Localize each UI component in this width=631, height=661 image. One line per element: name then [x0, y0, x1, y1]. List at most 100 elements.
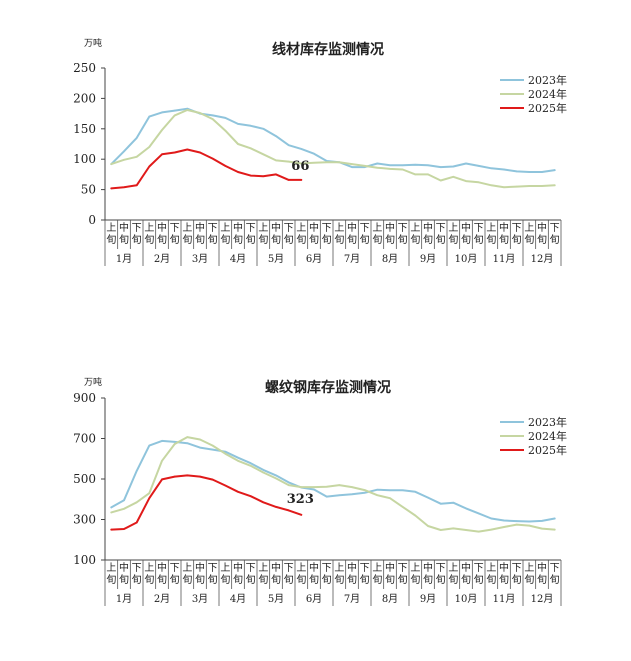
legend-label: 2024年 [528, 87, 567, 101]
data-point [148, 165, 151, 168]
x-sub-label: 上旬 [334, 222, 344, 246]
data-point [224, 129, 227, 132]
data-point [135, 156, 138, 158]
data-point [161, 440, 163, 442]
x-sub-label: 中旬 [499, 561, 509, 586]
data-point [148, 492, 151, 495]
data-point [313, 152, 315, 155]
data-point [300, 514, 303, 516]
x-sub-label: 下旬 [512, 563, 522, 586]
data-point [553, 184, 556, 187]
data-point [148, 146, 151, 148]
x-sub-label: 下旬 [550, 563, 560, 586]
chart-title: 线材库存监测情况 [272, 41, 384, 58]
data-point [465, 162, 467, 165]
data-point [452, 501, 455, 504]
x-month-label: 7月 [344, 593, 360, 605]
data-point [186, 474, 189, 477]
data-point [123, 159, 125, 161]
data-point [300, 486, 303, 488]
chart-2: 螺纹钢库存监测情况万吨100300500700900上旬中旬下旬上旬中旬下旬上旬… [73, 376, 567, 606]
data-point [173, 151, 176, 154]
data-point [528, 520, 531, 523]
x-month-label: 8月 [382, 593, 398, 605]
data-point [313, 486, 315, 488]
data-point [363, 165, 366, 167]
data-point [135, 184, 138, 187]
data-point [541, 185, 543, 187]
x-sub-label: 上旬 [296, 562, 306, 586]
x-sub-label: 中旬 [537, 221, 547, 246]
data-point [452, 527, 455, 530]
data-point [148, 115, 151, 118]
data-point [275, 159, 277, 162]
data-point [135, 137, 138, 139]
x-month-label: 11月 [493, 593, 516, 605]
data-point [477, 530, 480, 533]
data-point [553, 517, 556, 520]
data-point [465, 180, 467, 182]
data-point [173, 443, 176, 445]
data-point [528, 171, 531, 173]
data-point [414, 173, 417, 176]
series-line-2024年 [110, 109, 556, 189]
data-label-latest: 323 [287, 492, 314, 507]
data-point [110, 506, 113, 509]
data-point [186, 148, 189, 151]
x-sub-label: 上旬 [296, 222, 306, 246]
y-tick-label: 50 [81, 183, 96, 197]
data-point [541, 171, 543, 173]
x-sub-label: 上旬 [258, 562, 268, 586]
data-point [275, 135, 277, 137]
x-sub-label: 下旬 [550, 223, 560, 246]
data-point [490, 167, 493, 170]
x-sub-label: 下旬 [132, 563, 142, 586]
data-point [427, 496, 429, 499]
data-point [135, 470, 138, 472]
x-sub-label: 上旬 [372, 562, 382, 586]
data-point [237, 456, 239, 459]
data-point [249, 174, 252, 177]
data-point [376, 162, 379, 165]
data-point [452, 176, 455, 178]
x-sub-label: 下旬 [284, 563, 294, 586]
data-point [528, 524, 531, 527]
legend-label: 2025年 [528, 443, 567, 457]
data-point [439, 179, 442, 182]
x-month-label: 1月 [116, 593, 132, 605]
y-tick-label: 300 [73, 513, 96, 527]
data-point [351, 493, 353, 496]
series-line-2025年 [110, 148, 303, 190]
data-point [211, 444, 214, 447]
data-point [313, 488, 315, 491]
data-point [300, 148, 303, 150]
data-point [503, 186, 505, 188]
data-point [439, 502, 442, 505]
x-sub-label: 上旬 [220, 562, 230, 586]
data-point [211, 118, 214, 120]
x-month-label: 10月 [455, 593, 478, 605]
data-point [135, 521, 138, 524]
x-sub-label: 中旬 [271, 221, 281, 246]
x-sub-label: 中旬 [309, 221, 319, 246]
data-point [199, 475, 201, 478]
x-sub-label: 下旬 [284, 223, 294, 246]
x-sub-label: 下旬 [132, 223, 142, 246]
data-point [414, 514, 417, 517]
x-sub-label: 上旬 [106, 562, 116, 586]
y-tick-label: 500 [73, 472, 96, 486]
data-point [389, 164, 391, 167]
data-point [541, 520, 543, 522]
x-sub-label: 中旬 [309, 561, 319, 586]
data-point [287, 160, 290, 163]
x-sub-label: 下旬 [512, 223, 522, 246]
x-sub-label: 上旬 [448, 562, 458, 586]
data-point [553, 169, 556, 171]
x-sub-label: 中旬 [157, 221, 167, 246]
data-point [490, 517, 493, 520]
data-point [414, 491, 417, 493]
x-month-label: 4月 [230, 253, 246, 265]
data-point [515, 520, 518, 522]
data-point [351, 166, 353, 168]
